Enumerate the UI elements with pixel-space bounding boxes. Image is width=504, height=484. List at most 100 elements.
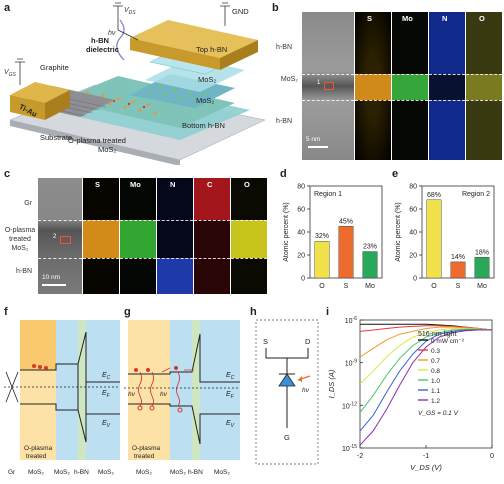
e-title: Region 2 xyxy=(462,191,490,198)
g-ec: EC xyxy=(226,372,235,381)
d-ytick-label-4: 80 xyxy=(297,184,305,191)
h-g: G xyxy=(284,433,290,442)
panel-f-letter: f xyxy=(4,306,8,318)
b-region-mark: 1 xyxy=(317,80,321,86)
i-series-4 xyxy=(359,328,493,413)
d-title: Region 1 xyxy=(314,191,342,198)
iv-chart: 10-15 10-12 10-9 10-6 -2 -1 0 V_DS (V) I_DS (A) 5… xyxy=(327,316,494,472)
h-s: S xyxy=(263,337,268,346)
f-label-hbn: h-BN xyxy=(74,469,89,476)
c-map-n-label: N xyxy=(170,180,176,189)
label-gnd: GND xyxy=(232,7,249,16)
i-xlabel: V_DS (V) xyxy=(410,463,442,472)
label-hv: hν xyxy=(108,30,116,37)
label-bottom-hbn: Bottom h-BN xyxy=(182,121,225,130)
i-series-6 xyxy=(359,329,492,446)
c-map-mo-label: Mo xyxy=(130,180,141,189)
f-label-treated: treated xyxy=(26,453,47,460)
b-map-mo-label: Mo xyxy=(402,14,413,23)
i-series-2 xyxy=(359,326,493,358)
b-scalebar xyxy=(308,146,328,148)
label-hbn-dielectric: h-BN xyxy=(91,36,109,45)
label-o-plasma: O-plasma treated xyxy=(68,136,126,145)
i-legend-label-6: 1.2 xyxy=(431,398,440,405)
b-row-label-mid: MoS₂ xyxy=(280,76,298,83)
c-map-n: N xyxy=(157,178,193,294)
label-mos2-top: MoS₂ xyxy=(198,75,216,84)
i-legend-label-3: 0.8 xyxy=(431,368,440,375)
b-map-o: O xyxy=(466,12,502,160)
e-bar-s xyxy=(450,261,466,279)
f-label-mos2-a: MoS₂ xyxy=(28,469,44,476)
i-legend-label-0: 0 mW cm⁻² xyxy=(431,338,465,345)
label-hbn-dielectric-2: dielectric xyxy=(86,45,119,54)
i-ytick-label-1: 10-12 xyxy=(342,401,357,410)
g-hv-2: hν xyxy=(160,391,168,398)
f-label-mos2-b: MoS₂ xyxy=(54,469,70,476)
b-scalebar-label: 5 nm xyxy=(306,136,321,143)
i-xtick-label-1: -1 xyxy=(423,453,429,460)
panel-c-letter: c xyxy=(4,168,11,180)
c-map-s-label: S xyxy=(95,180,101,189)
b-map-o-label: O xyxy=(479,14,485,23)
c-map-o: O xyxy=(231,178,267,294)
d-xtick-label-1: S xyxy=(344,283,349,290)
e-value-label-2: 18% xyxy=(475,249,489,256)
g-ef: EF xyxy=(226,391,235,400)
c-row-label-bot: h-BN xyxy=(16,268,32,275)
g-ev: EV xyxy=(226,420,235,429)
e-ytick-label-0: 0 xyxy=(413,276,417,283)
d-ytick-label-3: 60 xyxy=(297,207,305,214)
d-ylabel: Atomic percent (%) xyxy=(283,202,290,262)
g-hv-1: hν xyxy=(128,391,136,398)
b-row-label-bot: h-BN xyxy=(276,118,292,125)
c-scalebar-label: 10 nm xyxy=(42,274,61,281)
i-ytick-label-2: 10-9 xyxy=(345,359,357,368)
b-stem-image: 1 5 nm xyxy=(302,12,354,160)
c-map-c: C xyxy=(194,178,230,294)
d-bar-s xyxy=(338,226,354,279)
h-hv: hν xyxy=(302,387,310,394)
e-ytick-label-4: 80 xyxy=(409,184,417,191)
e-xtick-label-1: S xyxy=(456,283,461,290)
e-bar-mo xyxy=(474,257,490,279)
panel-g-letter: g xyxy=(124,306,131,318)
g-label-mos2-b: MoS₂ xyxy=(170,469,186,476)
i-xtick-label-0: -2 xyxy=(357,453,363,460)
c-map-mo: Mo xyxy=(120,178,156,294)
c-row-label-mid: O-plasma treated MoS₂ xyxy=(4,227,36,252)
f-label-mos2-c: MoS₂ xyxy=(98,469,114,476)
d-ytick-label-2: 40 xyxy=(297,230,305,237)
label-vgs: VGS xyxy=(4,69,17,78)
d-value-label-2: 23% xyxy=(363,244,377,251)
c-scalebar xyxy=(42,284,66,286)
d-bar-o xyxy=(314,241,330,279)
band-diagram-light: hν hν EC EF EV O-plasma treated MoS₂ MoS… xyxy=(124,320,240,476)
label-mos2-bottom: MoS₂ xyxy=(196,96,214,105)
b-region-box xyxy=(324,82,334,90)
c-stem-image: 2 10 nm xyxy=(38,178,82,294)
g-label-mos2-a: MoS₂ xyxy=(136,469,152,476)
d-value-label-1: 45% xyxy=(339,218,353,225)
c-row-label-top: Gr xyxy=(24,200,32,207)
b-row-label-top: h-BN xyxy=(276,44,292,51)
i-frame xyxy=(359,319,493,449)
e-ylabel: Atomic percent (%) xyxy=(395,202,402,262)
f-label-oplasma: O-plasma xyxy=(24,445,53,452)
d-ytick-label-0: 0 xyxy=(301,276,305,283)
e-ytick-label-1: 20 xyxy=(409,253,417,260)
label-substrate: Substrate xyxy=(40,133,72,142)
g-label-mos2-c: MoS₂ xyxy=(214,469,230,476)
b-map-mo: Mo xyxy=(392,12,428,160)
f-ef: EF xyxy=(102,390,111,399)
g-label-oplasma: O-plasma xyxy=(132,445,161,452)
label-graphite: Graphite xyxy=(40,63,69,72)
c-map-c-label: C xyxy=(207,180,213,189)
bar-chart-region-2: 0 20 40 60 80 Atomic percent (%) Region 2 68% O 1… xyxy=(395,184,495,290)
d-xtick-label-2: Mo xyxy=(365,283,375,290)
i-legend-label-2: 0.7 xyxy=(431,358,440,365)
panel-i-letter: i xyxy=(326,306,330,318)
e-value-label-0: 68% xyxy=(427,192,441,199)
c-region-mark: 2 xyxy=(53,234,57,240)
label-o-plasma-2: MoS₂ xyxy=(98,145,116,154)
